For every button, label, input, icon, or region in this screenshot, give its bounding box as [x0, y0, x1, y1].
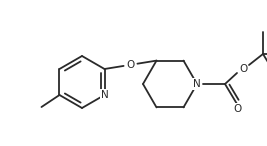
Text: N: N	[193, 79, 201, 89]
Text: N: N	[101, 90, 108, 100]
Text: O: O	[234, 104, 242, 114]
Text: O: O	[126, 60, 135, 70]
Text: O: O	[239, 64, 247, 74]
